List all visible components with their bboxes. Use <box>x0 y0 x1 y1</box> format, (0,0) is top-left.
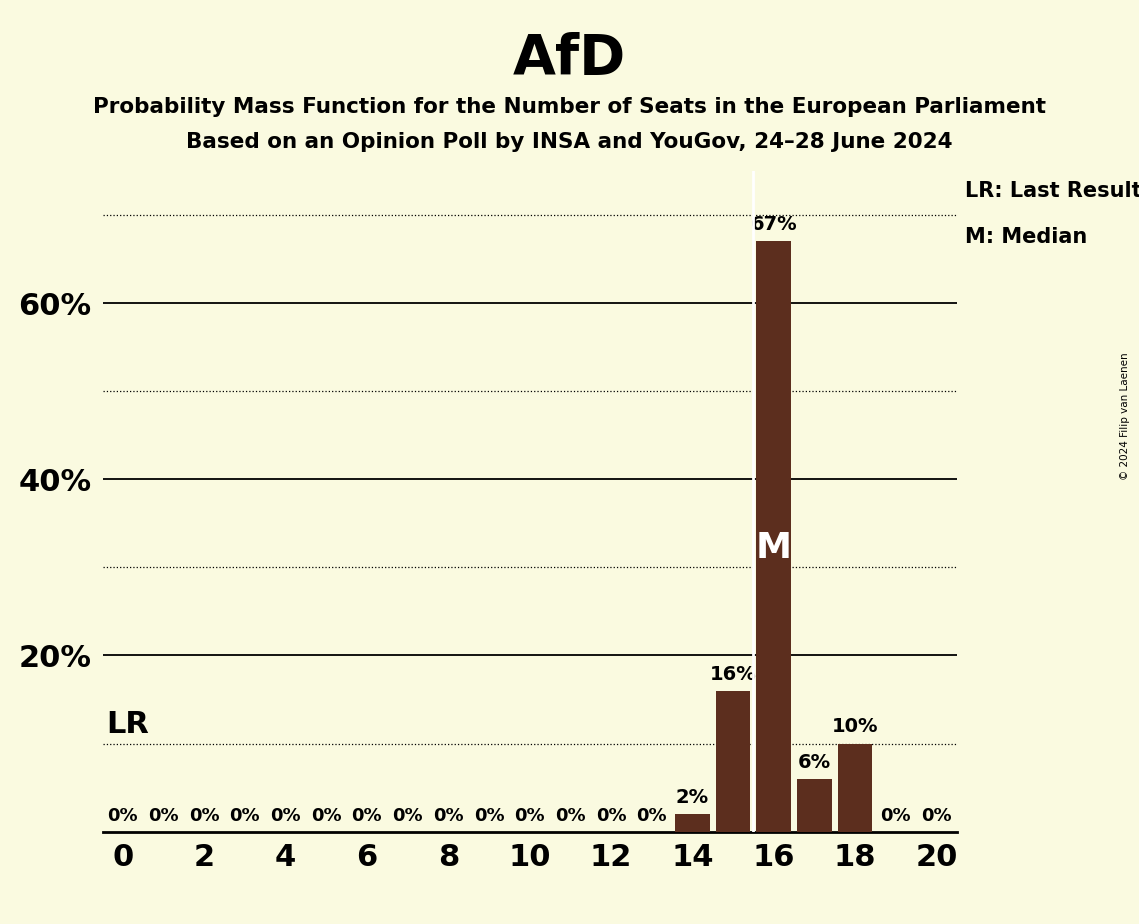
Text: 0%: 0% <box>637 807 667 824</box>
Text: M: M <box>755 531 792 565</box>
Text: © 2024 Filip van Laenen: © 2024 Filip van Laenen <box>1121 352 1130 480</box>
Text: 0%: 0% <box>189 807 220 824</box>
Bar <box>797 779 831 832</box>
Text: 67%: 67% <box>751 215 797 235</box>
Text: AfD: AfD <box>513 32 626 86</box>
Text: 0%: 0% <box>474 807 505 824</box>
Text: 16%: 16% <box>710 664 756 684</box>
Text: 0%: 0% <box>230 807 260 824</box>
Text: 0%: 0% <box>555 807 585 824</box>
Bar <box>715 690 751 832</box>
Text: 0%: 0% <box>596 807 626 824</box>
Text: 10%: 10% <box>831 717 878 736</box>
Bar <box>838 744 872 832</box>
Text: M: Median: M: Median <box>966 227 1088 247</box>
Text: 0%: 0% <box>270 807 301 824</box>
Text: Based on an Opinion Poll by INSA and YouGov, 24–28 June 2024: Based on an Opinion Poll by INSA and You… <box>187 132 952 152</box>
Text: 2%: 2% <box>675 788 708 807</box>
Text: LR: LR <box>107 711 149 739</box>
Text: 0%: 0% <box>515 807 544 824</box>
Text: 0%: 0% <box>921 807 952 824</box>
Text: 6%: 6% <box>797 753 831 772</box>
Bar <box>675 814 710 832</box>
Text: 0%: 0% <box>433 807 464 824</box>
Text: 0%: 0% <box>880 807 911 824</box>
Text: Probability Mass Function for the Number of Seats in the European Parliament: Probability Mass Function for the Number… <box>93 97 1046 117</box>
Text: LR: Last Result: LR: Last Result <box>966 181 1139 201</box>
Text: 0%: 0% <box>392 807 423 824</box>
Text: 0%: 0% <box>107 807 138 824</box>
Text: 0%: 0% <box>311 807 342 824</box>
Text: 0%: 0% <box>148 807 179 824</box>
Bar <box>756 241 790 832</box>
Text: 0%: 0% <box>352 807 383 824</box>
